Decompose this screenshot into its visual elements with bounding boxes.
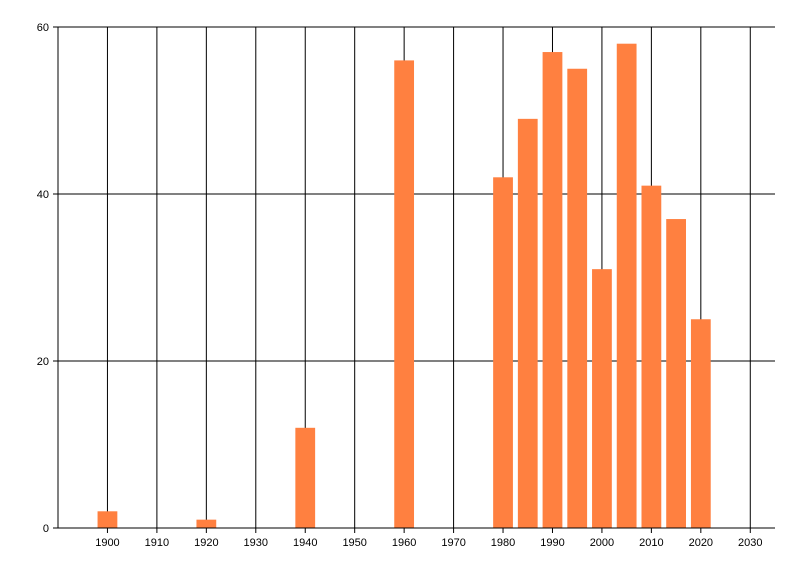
bar-1940: [295, 427, 316, 528]
x-tick-label: 2010: [639, 537, 663, 549]
x-tick-label: 1940: [293, 537, 317, 549]
x-tick-label: 2000: [590, 537, 614, 549]
x-tick-label: 1910: [145, 537, 169, 549]
bar-1990: [542, 52, 563, 529]
x-tick-label: 1950: [342, 537, 366, 549]
x-tick-label: 1970: [441, 537, 465, 549]
axes: [53, 26, 775, 533]
tick-labels: 1900 1910 1920 1930 1940 1950 1960 1970 1980 1990…: [37, 22, 763, 549]
bar-1900: [97, 511, 118, 528]
y-tick-label: 0: [43, 523, 49, 535]
bar-1920: [196, 519, 217, 528]
x-tick-label: 1920: [194, 537, 218, 549]
bar-2020: [690, 319, 711, 528]
bar-2010: [641, 185, 662, 528]
x-tick-label: 1980: [491, 537, 515, 549]
y-tick-label: 40: [37, 189, 49, 201]
x-tick-label: 1930: [244, 537, 268, 549]
bar-2000: [592, 269, 612, 528]
bar-1985: [517, 118, 538, 528]
bar-1995: [567, 68, 588, 528]
y-tick-label: 20: [37, 356, 49, 368]
bar-1980: [493, 177, 513, 529]
x-tick-label: 2020: [689, 537, 713, 549]
x-tick-label: 1990: [540, 537, 564, 549]
bar-1960: [394, 60, 415, 529]
x-tick-label: 1960: [392, 537, 416, 549]
bar-2005: [616, 43, 637, 528]
bars: [97, 43, 711, 529]
x-tick-label: 1900: [95, 537, 119, 549]
x-tick-label: 2030: [738, 537, 762, 549]
bar-2015: [666, 219, 686, 529]
y-tick-label: 60: [37, 22, 49, 34]
